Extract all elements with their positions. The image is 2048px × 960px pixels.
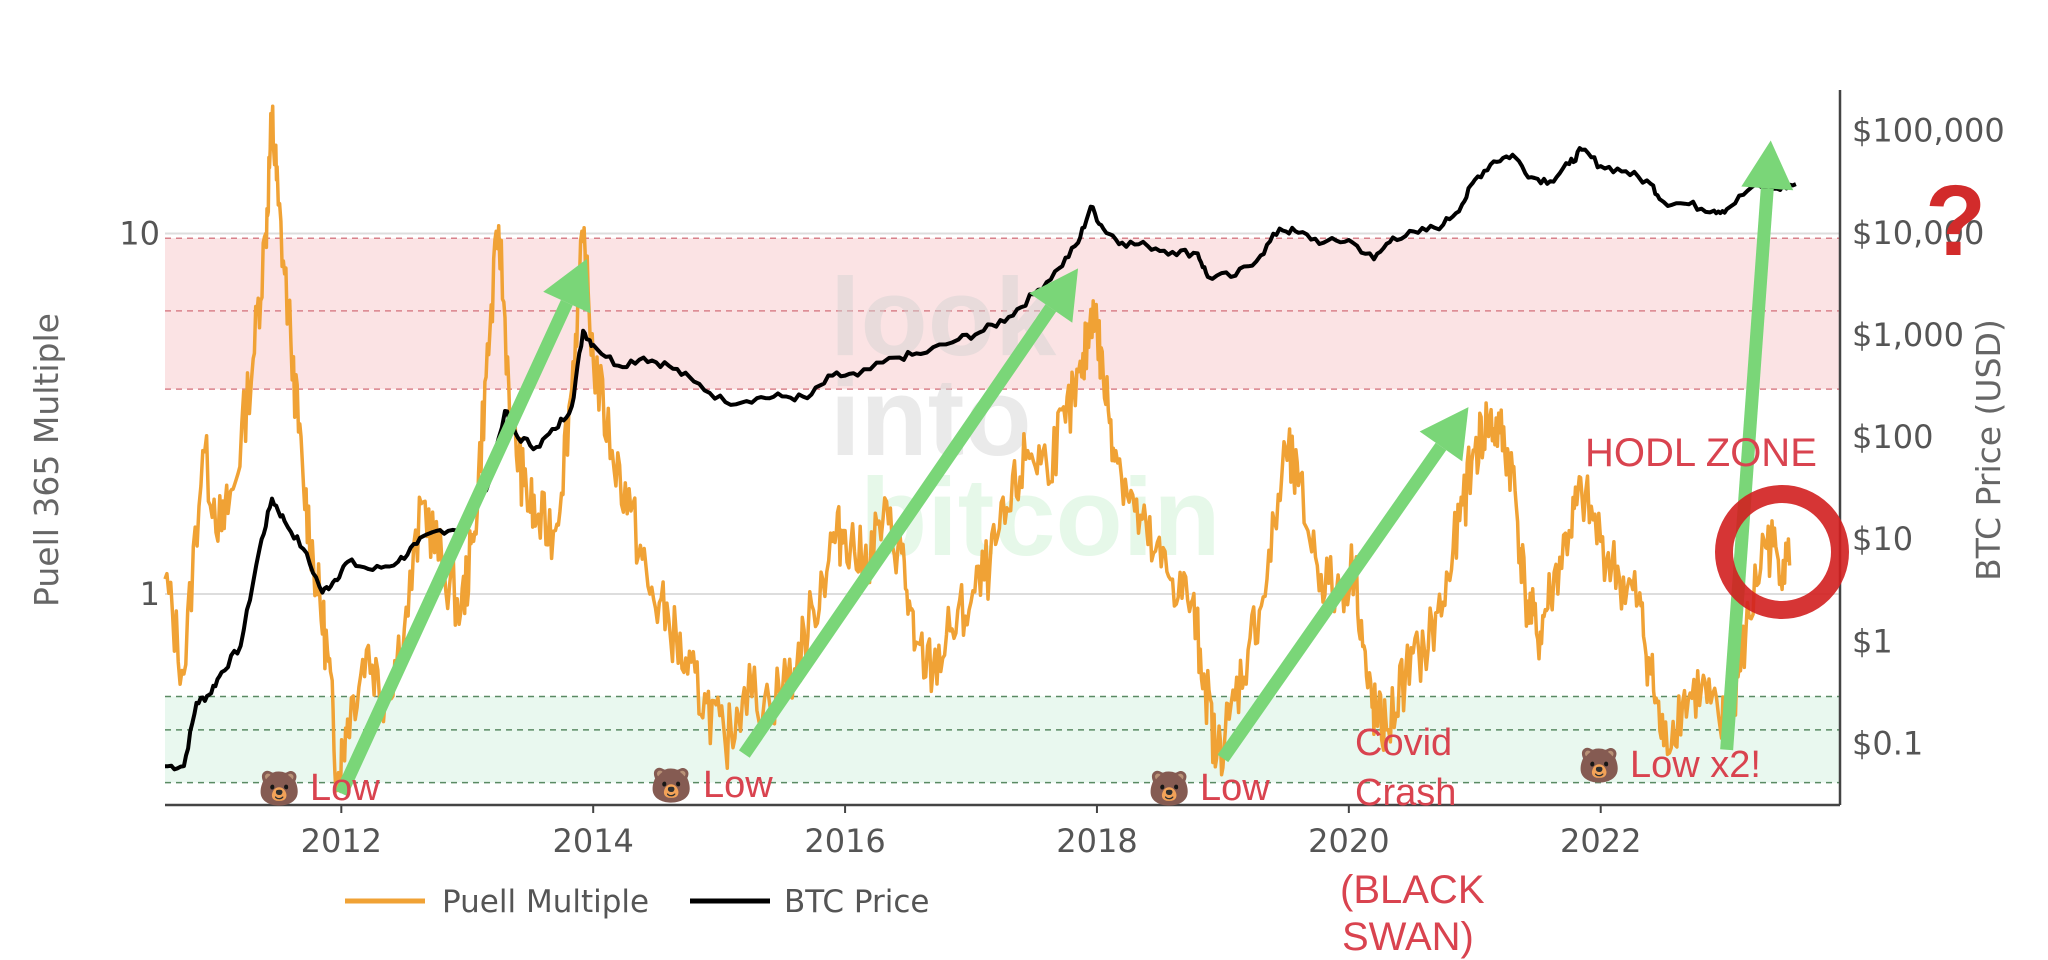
y-tick-label: 1	[140, 575, 160, 613]
arrow-shaft	[738, 304, 1057, 758]
arrow-shaft	[1720, 187, 1774, 751]
annotation-swan: SWAN)	[1342, 915, 1474, 959]
series-layer	[163, 104, 1797, 794]
arrows-layer	[335, 140, 1794, 797]
annotations: 🐻 Low 🐻 Low 🐻 Low Covid Crash (BLACK SWA…	[258, 165, 1986, 959]
x-tick-label: 2014	[552, 822, 633, 860]
y2-tick-label: $100,000	[1852, 112, 2005, 150]
arrow-head-icon	[543, 258, 591, 314]
zone-band-high	[165, 238, 1840, 390]
y2-tick-label: $10	[1852, 520, 1913, 558]
arrow-head-icon	[1741, 140, 1794, 191]
y2-tick-label: $0.1	[1852, 725, 1923, 763]
bear-icon: 🐻	[650, 765, 692, 805]
y2-tick-label: $1,000	[1852, 316, 1964, 354]
annotation-question-mark: ?	[1925, 165, 1986, 277]
bear-icon: 🐻	[1148, 768, 1190, 808]
y2-tick-label: $1	[1852, 622, 1893, 660]
x-tick-label: 2016	[804, 822, 885, 860]
y-tick-label: 10	[119, 214, 160, 252]
annotation-covid: Covid	[1355, 722, 1452, 764]
x-tick-label: 2012	[301, 822, 382, 860]
annotation-low-x2: Low x2!	[1630, 744, 1761, 786]
x-tick-label: 2022	[1560, 822, 1641, 860]
zones-layer	[165, 237, 1840, 784]
bear-icon: 🐻	[1578, 745, 1620, 785]
annotation-low-2012: Low	[310, 767, 380, 809]
series-line-btc-price	[165, 146, 1797, 772]
arrow-head-icon	[1419, 407, 1469, 462]
grid-layer	[165, 232, 1840, 596]
y2-tick-label: $10,000	[1852, 214, 1984, 252]
axes-layer: 2012 2014 2016 2018 2020 2022 1 10 $0.1 $1 $10 $100…	[119, 90, 2005, 860]
series-line-puell-multiple	[163, 104, 1792, 794]
arrow-head-icon	[1029, 268, 1079, 323]
right-axis-title: BTC Price (USD)	[1969, 319, 2008, 581]
legend-label-puell: Puell Multiple	[442, 884, 649, 920]
hodl-ring-icon	[1715, 485, 1849, 619]
x-tick-label: 2020	[1308, 822, 1389, 860]
annotation-low-2019: Low	[1200, 767, 1270, 809]
annotation-low-2015: Low	[703, 764, 773, 806]
bear-icon: 🐻	[258, 768, 300, 808]
annotation-hodl-zone: HODL ZONE	[1585, 431, 1817, 475]
left-axis-title: Puell 365 Multiple	[27, 313, 66, 607]
zone-band-low	[165, 696, 1840, 783]
legend: Puell Multiple BTC Price	[345, 884, 930, 920]
annotation-crash: Crash	[1355, 772, 1456, 814]
arrow-shaft	[1217, 442, 1447, 763]
y2-tick-label: $100	[1852, 418, 1933, 456]
legend-label-btc: BTC Price	[784, 884, 930, 920]
x-tick-label: 2018	[1056, 822, 1137, 860]
arrow-shaft	[335, 299, 573, 797]
annotation-black: (BLACK	[1340, 868, 1485, 912]
